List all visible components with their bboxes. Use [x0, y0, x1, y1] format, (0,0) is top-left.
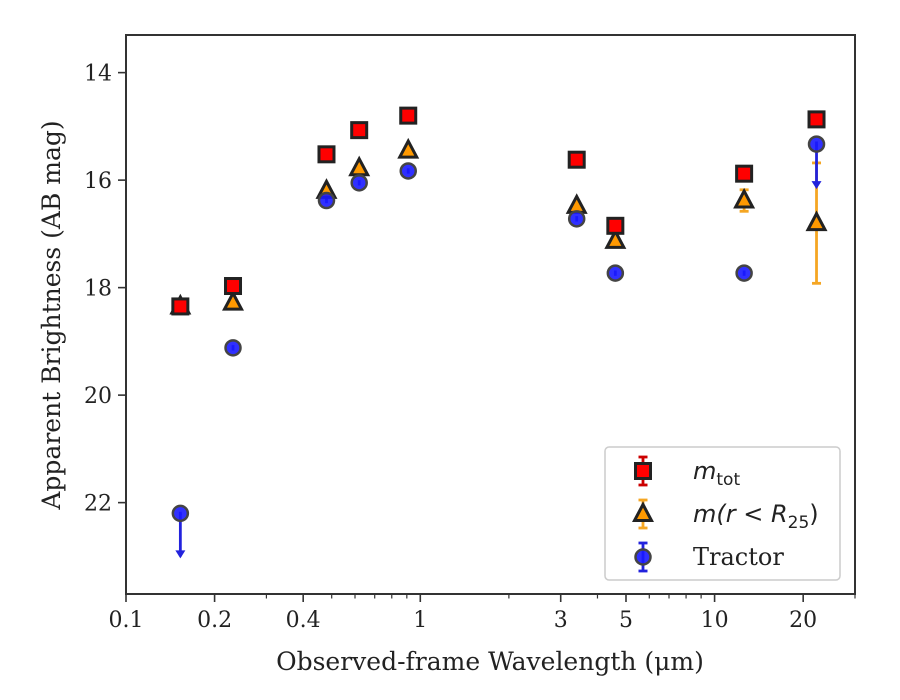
- plot-layer: [125, 34, 856, 595]
- circle-marker: [350, 174, 368, 192]
- square-marker: [567, 150, 586, 169]
- circle-marker: [807, 135, 826, 153]
- y-tick-label: 20: [84, 384, 112, 409]
- legend-label: Tractor: [693, 543, 784, 571]
- y-axis-label: Apparent Brightness (AB mag): [37, 120, 66, 510]
- plot-frame: [125, 34, 856, 595]
- x-tick-label: 3: [554, 608, 568, 633]
- y-tick-label: 14: [84, 62, 112, 87]
- y-tick-label: 18: [84, 277, 112, 302]
- legend-label-base: m(r < R: [693, 500, 788, 528]
- triangle-marker: [805, 210, 828, 232]
- x-tick-label: 10: [701, 608, 729, 633]
- x-tick-label: 20: [789, 608, 817, 633]
- legend: mtot m(r < R25) Tractor: [604, 446, 841, 581]
- triangle-marker: [733, 187, 756, 209]
- x-tick-label: 0.2: [197, 608, 232, 633]
- triangle-marker: [222, 289, 245, 311]
- legend-label: m(r < R25): [693, 500, 819, 533]
- upper-limit-arrowhead: [811, 181, 822, 190]
- triangle-marker: [565, 193, 588, 214]
- square-marker: [317, 145, 336, 164]
- legend-label-subscript: 25: [788, 513, 810, 533]
- circle-marker: [735, 264, 753, 282]
- legend-label-subscript: tot: [716, 470, 740, 490]
- square-marker: [399, 106, 418, 125]
- square-marker: [350, 121, 369, 140]
- legend-label-base: m: [693, 457, 716, 485]
- legend-circle-marker: [634, 548, 652, 566]
- triangle-marker: [604, 228, 627, 249]
- square-marker: [606, 216, 625, 235]
- square-marker: [224, 277, 243, 296]
- y-tick-label: 16: [84, 169, 112, 194]
- triangle-marker: [348, 155, 371, 177]
- x-tick-label: 0.1: [109, 608, 144, 633]
- data-markers: [169, 106, 828, 523]
- legend-box: [604, 446, 841, 581]
- circle-marker: [171, 504, 190, 523]
- legend-label: mtot: [693, 457, 740, 490]
- x-axis-label: Observed-frame Wavelength (μm): [276, 647, 704, 676]
- square-marker: [171, 297, 190, 316]
- square-marker: [735, 164, 754, 183]
- circle-marker: [317, 191, 336, 210]
- y-tick-label: 22: [84, 492, 112, 517]
- legend-label-suffix: ): [809, 500, 818, 528]
- triangle-marker: [397, 137, 420, 159]
- axis-ticks: 0.1 0.2 0.4 1 3 5 10 20 14 16 18 20 22: [84, 62, 856, 633]
- legend-label-text: Tractor: [693, 543, 784, 571]
- x-tick-label: 5: [619, 608, 633, 633]
- upper-limit-arrowhead: [175, 550, 186, 559]
- circle-marker: [399, 162, 417, 180]
- x-tick-label: 1: [413, 608, 427, 633]
- legend-triangle-marker: [632, 501, 654, 522]
- circle-marker: [224, 339, 242, 357]
- square-marker: [807, 110, 826, 129]
- circle-marker: [606, 264, 625, 282]
- x-tick-label: 0.4: [286, 608, 321, 633]
- circle-marker: [567, 210, 586, 228]
- legend-square-marker: [634, 462, 652, 480]
